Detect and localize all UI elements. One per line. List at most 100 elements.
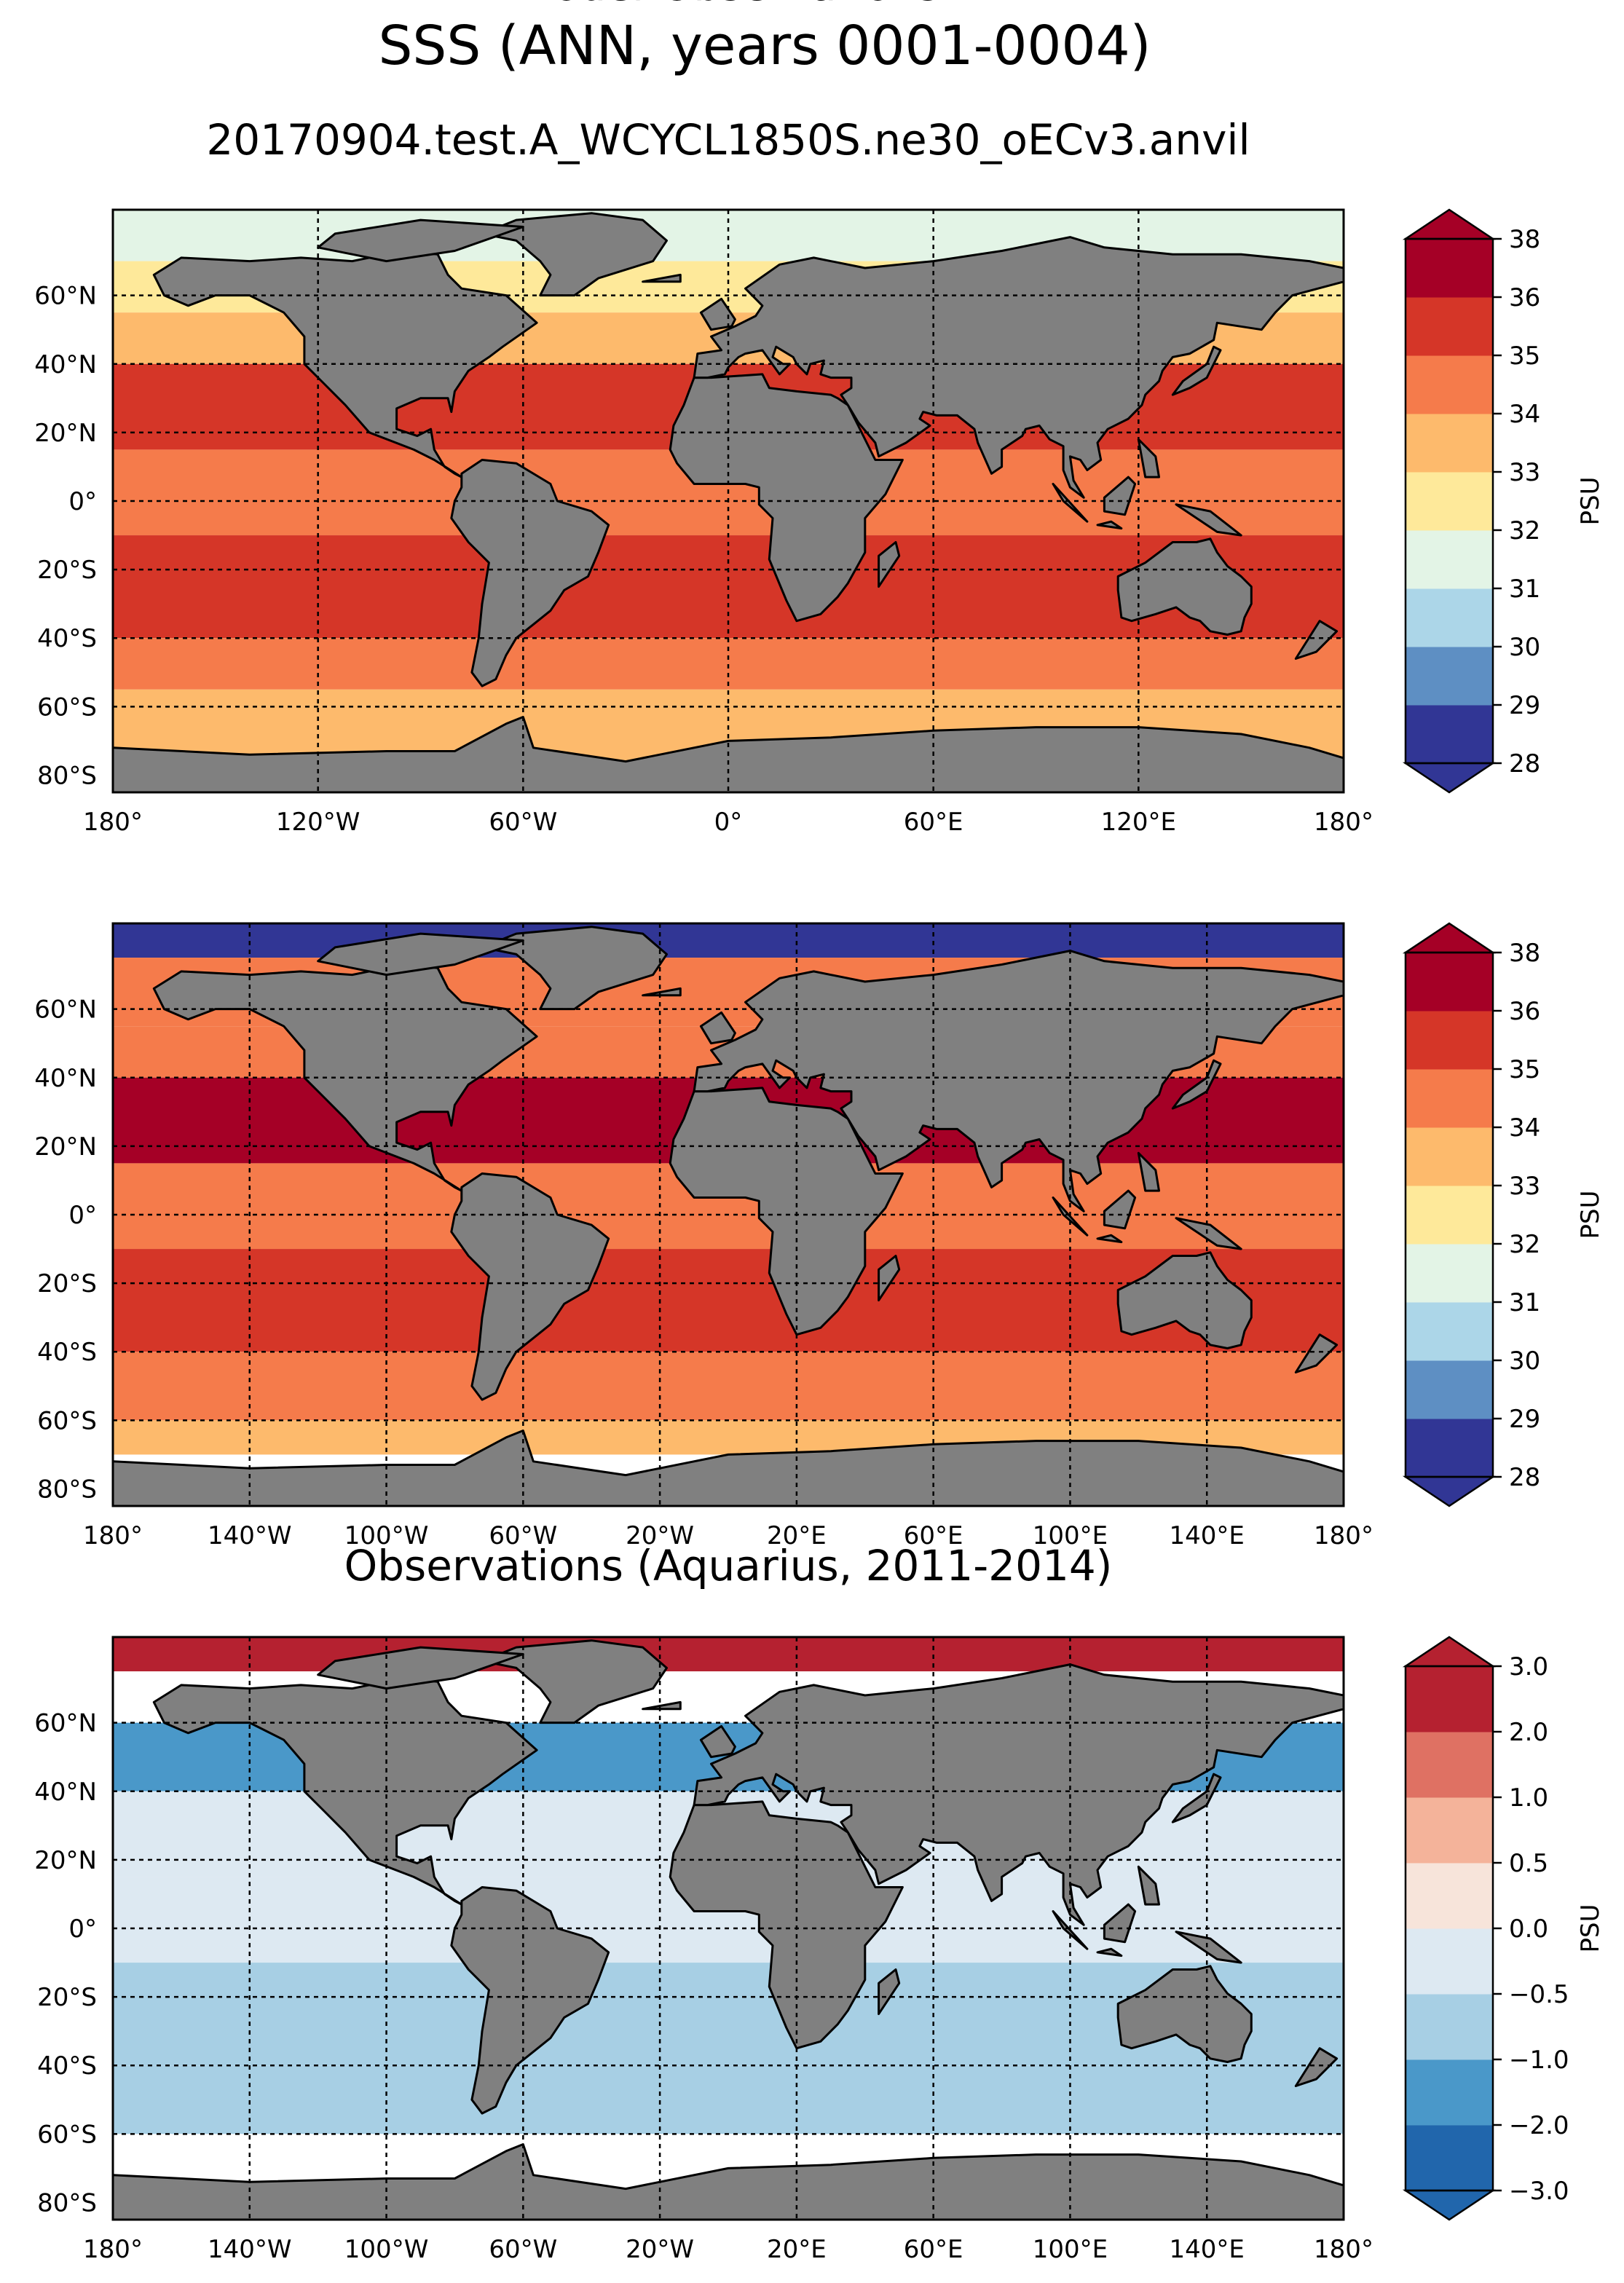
- colorbar-tick-label: 31: [1509, 575, 1540, 604]
- colorbar-label: PSU: [1576, 1904, 1605, 1953]
- x-tick-label: 180°: [1314, 2235, 1373, 2264]
- y-tick-label: 20°N: [34, 1132, 97, 1162]
- y-tick-label: 20°S: [37, 1269, 97, 1298]
- land-mass: [693, 1663, 1344, 1926]
- colorbar-tick-label: 35: [1509, 1055, 1540, 1084]
- colorbar-frame: [1404, 237, 1494, 765]
- land-mass: [1175, 1217, 1242, 1250]
- y-tick-label: 60°S: [37, 693, 97, 722]
- land-mass: [152, 963, 538, 1192]
- colorbar-tick-label: 32: [1509, 516, 1540, 545]
- y-tick-label: 20°N: [34, 419, 97, 448]
- colorbar-tick-label: 30: [1509, 633, 1540, 662]
- colorbar-tick-label: 3.0: [1509, 1652, 1548, 1681]
- land-mass: [1171, 345, 1222, 396]
- y-tick-label: 60°S: [37, 1406, 97, 1435]
- colorbar-segment: [1406, 1186, 1493, 1245]
- colorbar-segment: [1406, 1666, 1493, 1732]
- colorbar-segment: [1406, 1360, 1493, 1419]
- land-mass: [1103, 476, 1137, 516]
- colorbar-segment: [1406, 1863, 1493, 1929]
- y-tick-label: 20°S: [37, 556, 97, 585]
- colorbar-extend-low: [1402, 762, 1497, 794]
- colorbar-tick-label: 35: [1509, 342, 1540, 371]
- colorbar-tick-label: 0.0: [1509, 1915, 1548, 1944]
- y-tick-label: 60°N: [34, 995, 97, 1025]
- land-mass: [878, 1255, 901, 1302]
- colorbar-tick-label: 32: [1509, 1230, 1540, 1259]
- colorbar-tick-label: −1.0: [1509, 2046, 1569, 2075]
- land-mass: [1175, 1931, 1242, 1964]
- x-tick-label: 140°E: [1170, 2235, 1245, 2264]
- y-tick-label: 60°S: [37, 2120, 97, 2149]
- land-mass: [317, 1646, 524, 1690]
- y-tick-label: 0°: [68, 1915, 97, 1944]
- land-mass: [1137, 1865, 1160, 1906]
- map-area: [113, 210, 1344, 792]
- land-mass: [1171, 1059, 1222, 1110]
- land-mass: [1137, 1151, 1160, 1192]
- land-mass: [1103, 1189, 1137, 1230]
- colorbar-segment: [1406, 530, 1493, 589]
- y-tick-label: 80°S: [37, 2188, 97, 2217]
- colorbar-segment: [1406, 953, 1493, 1012]
- x-tick-label: 180°: [83, 2235, 143, 2264]
- land-mass: [1096, 1234, 1123, 1244]
- colorbar-segment: [1406, 1127, 1493, 1186]
- x-tick-label: 120°W: [276, 808, 360, 837]
- land-mass: [1294, 1333, 1339, 1373]
- figure-subtitle: 20170904.test.A_WCYCL1850S.ne30_oECv3.an…: [206, 115, 1250, 165]
- x-tick-label: 180°: [1314, 1521, 1373, 1550]
- salinity-band: [113, 1637, 1344, 1672]
- colorbar-segment: [1406, 705, 1493, 764]
- difference-sss-panel: 180° 140°W 100°W 60°W 20°W 20°E 60°E 100°E 140°E…: [34, 0, 1605, 2264]
- colorbar-label: PSU: [1576, 1191, 1605, 1239]
- colorbar-segment: [1406, 647, 1493, 706]
- model-sss-panel: 180° 120°W 60°W 0° 60°E 120°E 180° 60°N 40°N 20°N…: [34, 208, 1605, 837]
- x-tick-label: 140°W: [208, 1521, 292, 1550]
- y-tick-label: 60°N: [34, 282, 97, 311]
- land-mass: [1116, 1965, 1253, 2063]
- colorbar-tick-label: 30: [1509, 1346, 1540, 1376]
- y-tick-label: 40°N: [34, 350, 97, 379]
- map-frame: [111, 208, 1345, 794]
- colorbar-tick-label: 29: [1509, 1405, 1540, 1434]
- colorbar-tick-label: 34: [1509, 1113, 1540, 1143]
- land-mass: [699, 1724, 736, 1759]
- colorbar-tick-label: 0.5: [1509, 1849, 1548, 1878]
- land-mass: [481, 212, 668, 297]
- land-mass: [481, 926, 668, 1011]
- colorbar-tick-label: 36: [1509, 997, 1540, 1026]
- y-tick-label: 20°N: [34, 1846, 97, 1875]
- colorbar-segment: [1406, 472, 1493, 531]
- x-tick-label: 180°: [1314, 808, 1373, 837]
- land-mass: [642, 273, 682, 283]
- x-tick-label: 180°: [83, 808, 143, 837]
- colorbar-segment: [1406, 1244, 1493, 1303]
- y-tick-label: 0°: [68, 487, 97, 516]
- salinity-band: [113, 923, 1344, 958]
- land-mass: [699, 1011, 736, 1045]
- x-tick-label: 60°E: [904, 808, 963, 837]
- salinity-band: [113, 1352, 1344, 1421]
- land-mass: [669, 1800, 904, 2050]
- colorbar-tick-label: 38: [1509, 939, 1540, 968]
- colorbar-tick-label: 28: [1509, 749, 1540, 778]
- land-mass: [693, 950, 1344, 1213]
- colorbar-extend-high: [1402, 922, 1497, 954]
- colorbar-tick-label: −2.0: [1509, 2111, 1569, 2140]
- colorbar-segment: [1406, 1302, 1493, 1361]
- x-tick-label: 60°E: [904, 1521, 963, 1550]
- colorbar-segment: [1406, 2059, 1493, 2126]
- land-mass: [1052, 1910, 1089, 1950]
- colorbar-segment: [1406, 588, 1493, 647]
- x-tick-label: 180°: [83, 1521, 143, 1550]
- land-mass: [317, 932, 524, 977]
- salinity-band: [113, 2065, 1344, 2134]
- land-mass: [699, 297, 736, 331]
- colorbar-tick-label: 28: [1509, 1463, 1540, 1492]
- x-tick-label: 100°W: [344, 2235, 429, 2264]
- land-mass: [1116, 1251, 1253, 1349]
- land-mass: [481, 1639, 668, 1724]
- land-mass: [642, 1700, 682, 1711]
